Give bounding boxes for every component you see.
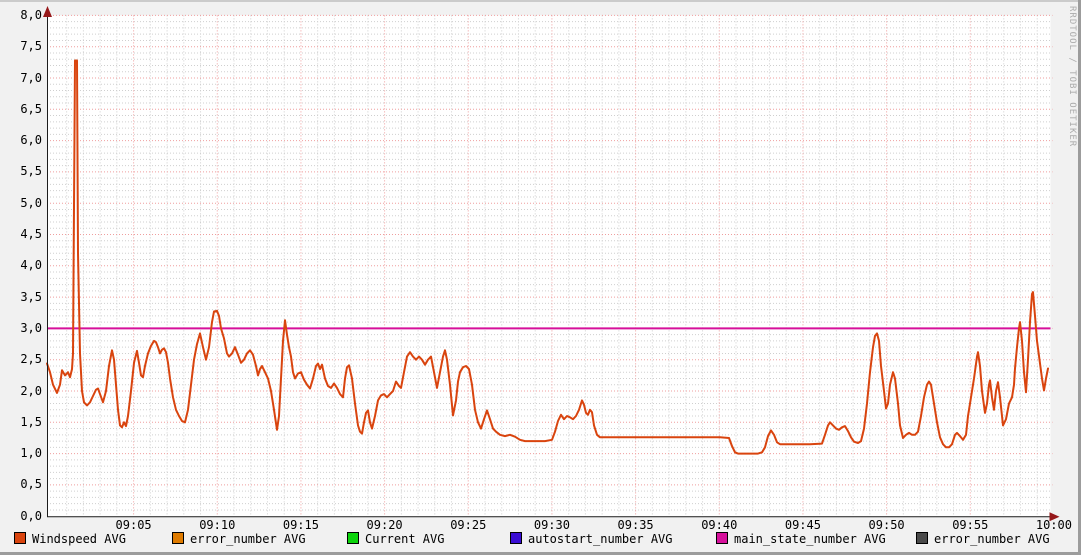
plot-area xyxy=(43,6,1060,522)
legend-item-error-number-avg: error_number AVG xyxy=(172,531,306,547)
windspeed-line xyxy=(46,59,1049,455)
legend-label: error_number AVG xyxy=(934,532,1050,546)
y-tick-label: 1,0 xyxy=(20,446,42,461)
legend-label: Windspeed AVG xyxy=(32,532,126,546)
y-tick-label: 0,0 xyxy=(20,508,42,523)
y-tick-label: 4,5 xyxy=(20,227,42,241)
legend-swatch-icon xyxy=(172,532,184,544)
y-tick-label: 2,0 xyxy=(20,383,42,398)
legend-swatch-icon xyxy=(716,532,728,544)
x-tick-label: 09:25 xyxy=(450,518,487,532)
x-tick-label: 09:35 xyxy=(617,518,654,532)
y-tick-label: 6,0 xyxy=(20,133,42,148)
frame-border-bottom xyxy=(0,552,1081,555)
legend-item-error-number-avg: error_number AVG xyxy=(916,531,1050,547)
x-tick-label: 09:30 xyxy=(533,518,570,532)
y-tick-label: 2,5 xyxy=(20,352,42,367)
frame-border-top xyxy=(0,0,1081,2)
x-tick-label: 09:55 xyxy=(952,518,989,532)
legend-label: error_number AVG xyxy=(190,532,306,546)
y-tick-label: 7,0 xyxy=(20,70,42,85)
x-tick-label: 09:50 xyxy=(868,518,905,532)
frame-border-right xyxy=(1078,0,1081,555)
y-tick-label: 4,0 xyxy=(20,258,42,273)
y-tick-label: 6,5 xyxy=(20,101,42,116)
y-tick-label: 8,0 xyxy=(20,7,42,22)
x-tick-label: 10:00 xyxy=(1035,518,1072,532)
legend-label: main_state_number AVG xyxy=(734,532,886,546)
x-tick-label: 09:15 xyxy=(282,518,319,532)
y-tick-label: 5,5 xyxy=(20,164,42,179)
y-tick-label: 0,5 xyxy=(20,477,42,492)
y-tick-label: 7,5 xyxy=(20,39,42,54)
legend-label: Current AVG xyxy=(365,532,445,546)
x-axis-arrow-icon xyxy=(1049,512,1060,522)
x-tick-label: 09:20 xyxy=(366,518,403,532)
y-tick-label: 3,0 xyxy=(20,320,42,335)
legend-label: autostart_number AVG xyxy=(528,532,673,546)
y-tick-label: 5,0 xyxy=(20,195,42,210)
x-tick-label: 09:10 xyxy=(199,518,236,532)
y-tick-label: 3,5 xyxy=(20,289,42,304)
y-tick-label: 1,5 xyxy=(20,414,42,429)
legend-item-main-state-number-avg: main_state_number AVG xyxy=(716,531,886,547)
legend-swatch-icon xyxy=(14,532,26,544)
watermark-text: RRDTOOL / TOBI OETIKER xyxy=(1067,6,1077,148)
legend-item-windspeed-avg: Windspeed AVG xyxy=(14,531,126,547)
legend-item-current-avg: Current AVG xyxy=(347,531,444,547)
y-axis-arrow-icon xyxy=(43,6,52,17)
legend-swatch-icon xyxy=(916,532,928,544)
legend-swatch-icon xyxy=(510,532,522,544)
x-tick-label: 09:05 xyxy=(115,518,152,532)
legend-swatch-icon xyxy=(347,532,359,544)
legend-item-autostart-number-avg: autostart_number AVG xyxy=(510,531,673,547)
x-tick-label: 09:45 xyxy=(784,518,821,532)
x-tick-label: 09:40 xyxy=(701,518,738,532)
